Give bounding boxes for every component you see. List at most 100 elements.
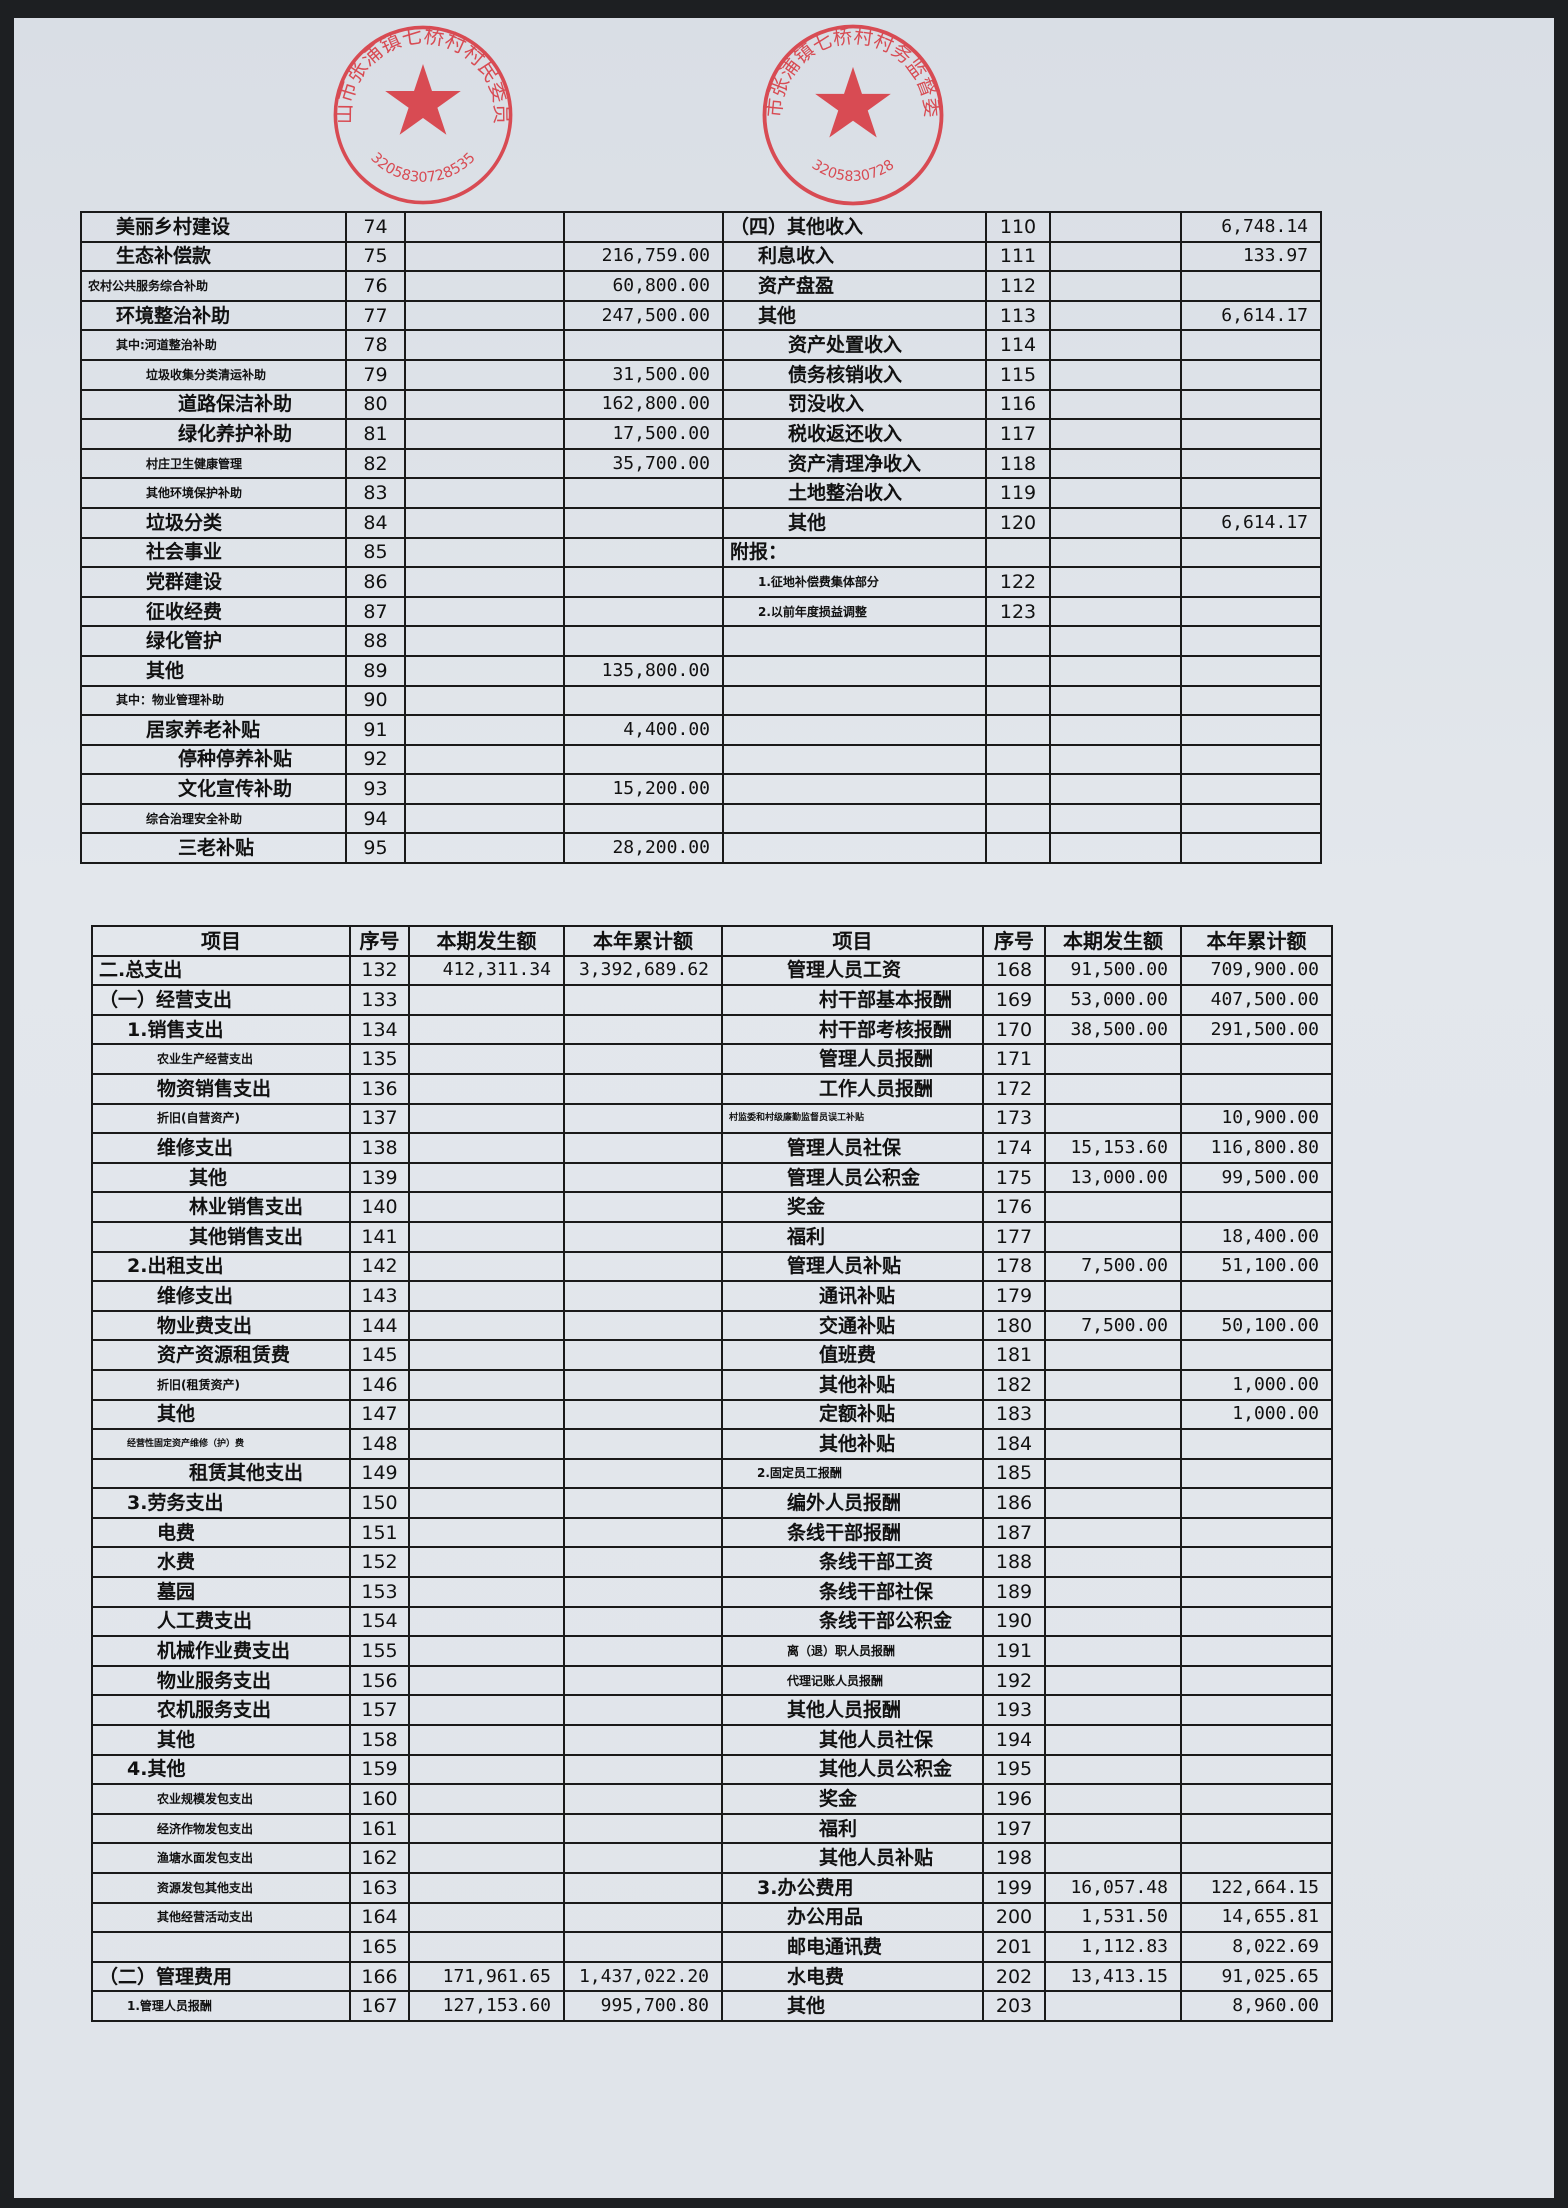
row-number: 184 (982, 1428, 1046, 1460)
row-number (985, 832, 1051, 865)
row-number: 173 (982, 1102, 1046, 1135)
table-row: （一）经营支出 133 村干部基本报酬 169 53,000.00 407,500.00 (91, 984, 1333, 1016)
item-label (91, 1931, 351, 1963)
year-to-date-amount (1180, 418, 1322, 450)
year-to-date-amount: 216,759.00 (563, 240, 724, 273)
year-to-date-amount (563, 1398, 723, 1431)
year-to-date-amount (563, 1102, 723, 1135)
current-period-amount (1044, 1398, 1182, 1431)
row-number: 168 (982, 954, 1046, 987)
item-label (722, 714, 987, 746)
item-label: 资产处置收入 (722, 329, 987, 361)
item-label: 编外人员报酬 (721, 1487, 984, 1519)
item-label: 其他人员报酬 (721, 1694, 984, 1727)
current-period-amount (408, 984, 565, 1016)
item-label: 人工费支出 (91, 1605, 351, 1638)
year-to-date-amount: 60,800.00 (563, 270, 724, 302)
item-label: 1.管理人员报酬 (91, 1990, 351, 2022)
table-row: 停种停养补贴 92 (80, 743, 1322, 776)
item-label: （一）经营支出 (91, 984, 351, 1016)
table-row: 垃圾收集分类清运补助 79 31,500.00 债务核销收入 115 (80, 358, 1322, 391)
current-period-amount (1044, 1664, 1182, 1697)
current-period-amount (1049, 566, 1182, 598)
row-number: 115 (985, 358, 1051, 391)
table-row: 征收经费 87 2.以前年度损益调整 123 (80, 595, 1322, 628)
row-number: 172 (982, 1072, 1046, 1105)
table-row: 165 邮电通讯费 201 1,112.83 8,022.69 (91, 1931, 1333, 1963)
item-label: 其中:河道整治补助 (80, 329, 347, 361)
year-to-date-amount: 8,022.69 (1180, 1931, 1333, 1963)
year-to-date-amount: 51,100.00 (1180, 1250, 1333, 1283)
table-row: 二.总支出 132 412,311.34 3,392,689.62 管理人员工资 168 9… (91, 954, 1333, 987)
table-row: 农机服务支出 157 其他人员报酬 193 (91, 1694, 1333, 1727)
table-row: 资产资源租赁费 145 值班费 181 (91, 1339, 1333, 1371)
item-label: 三老补贴 (80, 832, 347, 865)
table-row: 渔塘水面发包支出 162 其他人员补贴 198 (91, 1842, 1333, 1874)
item-label (722, 625, 987, 657)
row-number: 176 (982, 1191, 1046, 1223)
year-to-date-amount (563, 1250, 723, 1283)
table-row: 墓园 153 条线干部社保 189 (91, 1576, 1333, 1608)
current-period-amount: 7,500.00 (1044, 1250, 1182, 1283)
year-to-date-amount: 14,655.81 (1180, 1901, 1333, 1934)
year-to-date-amount (563, 211, 724, 243)
table-row: 其他经营活动支出 164 办公用品 200 1,531.50 14,655.81 (91, 1901, 1333, 1934)
current-period-amount (1044, 1635, 1182, 1667)
table-row: 党群建设 86 1.征地补偿费集体部分 122 (80, 566, 1322, 598)
table-row: 经营性固定资产维修（护）费 148 其他补贴 184 (91, 1428, 1333, 1460)
current-period-amount (404, 506, 565, 539)
current-period-amount: 1,112.83 (1044, 1931, 1182, 1963)
row-number: 88 (345, 625, 406, 657)
current-period-amount (404, 329, 565, 361)
header-ytd: 本年累计额 (563, 925, 723, 957)
current-period-amount (1044, 1457, 1182, 1490)
item-label: 其他 (91, 1161, 351, 1194)
item-label: 交通补贴 (721, 1309, 984, 1342)
current-period-amount: 127,153.60 (408, 1990, 565, 2022)
current-period-amount (1049, 447, 1182, 480)
current-period-amount (1049, 684, 1182, 717)
current-period-amount (1044, 1191, 1182, 1223)
table-row: 绿化管护 88 (80, 625, 1322, 657)
header-seq: 序号 (982, 925, 1046, 957)
row-number (985, 625, 1051, 657)
year-to-date-amount (1180, 684, 1322, 717)
table-row: 其他销售支出 141 福利 177 18,400.00 (91, 1220, 1333, 1253)
table-row: 垃圾分类 84 其他 120 6,614.17 (80, 506, 1322, 539)
item-label: 代理记账人员报酬 (721, 1664, 984, 1697)
current-period-amount (1049, 329, 1182, 361)
table-row: 社会事业 85 附报： (80, 536, 1322, 569)
item-label: 离（退）职人员报酬 (721, 1635, 984, 1667)
row-number: 186 (982, 1487, 1046, 1519)
year-to-date-amount (1180, 388, 1322, 421)
item-label: 管理人员工资 (721, 954, 984, 987)
item-label: 环境整治补助 (80, 299, 347, 332)
item-label: 其他 (91, 1724, 351, 1756)
row-number (985, 802, 1051, 835)
current-period-amount (408, 1309, 565, 1342)
item-label: 管理人员报酬 (721, 1043, 984, 1075)
row-number: 192 (982, 1664, 1046, 1697)
item-label: 生态补偿款 (80, 240, 347, 273)
row-number: 183 (982, 1398, 1046, 1431)
year-to-date-amount (563, 1072, 723, 1105)
year-to-date-amount: 99,500.00 (1180, 1161, 1333, 1194)
current-period-amount (1044, 1368, 1182, 1401)
row-number: 194 (982, 1724, 1046, 1756)
year-to-date-amount (563, 1931, 723, 1963)
row-number: 187 (982, 1516, 1046, 1549)
current-period-amount (408, 1664, 565, 1697)
year-to-date-amount: 50,100.00 (1180, 1309, 1333, 1342)
current-period-amount (1044, 1724, 1182, 1756)
row-number: 75 (345, 240, 406, 273)
table-row: 道路保洁补助 80 162,800.00 罚没收入 116 (80, 388, 1322, 421)
item-label: 资产盘盈 (722, 270, 987, 302)
year-to-date-amount: 116,800.80 (1180, 1132, 1333, 1164)
year-to-date-amount (563, 1487, 723, 1519)
item-label: 资产资源租赁费 (91, 1339, 351, 1371)
current-period-amount (404, 211, 565, 243)
row-number (985, 743, 1051, 776)
current-period-amount (1049, 299, 1182, 332)
table-row: 环境整治补助 77 247,500.00 其他 113 6,614.17 (80, 299, 1322, 332)
row-number: 133 (349, 984, 410, 1016)
